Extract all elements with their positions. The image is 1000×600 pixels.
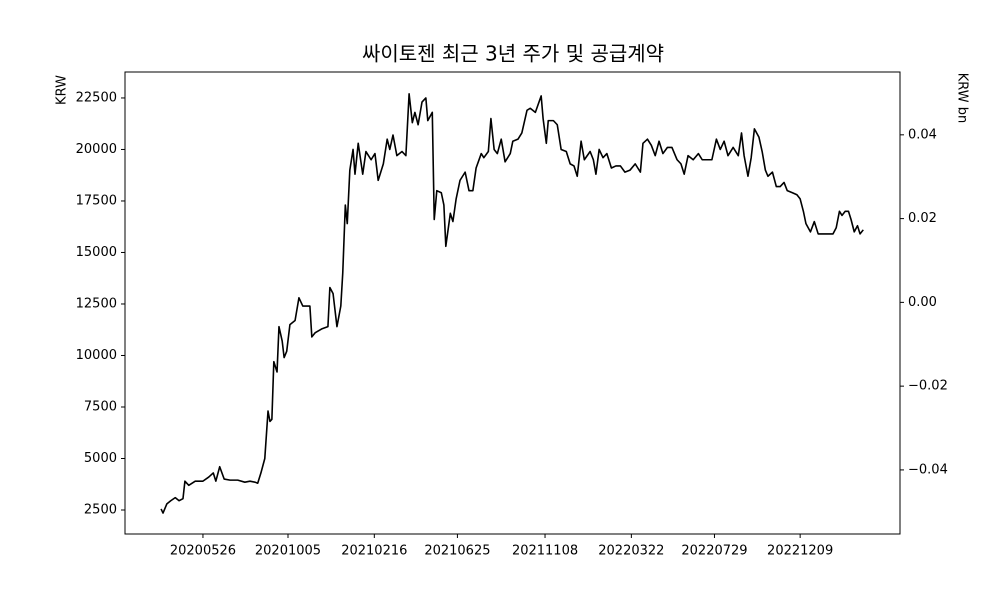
y-tick-label: 7500 (84, 399, 117, 414)
y2-tick-label: −0.02 (908, 379, 948, 394)
y-tick-label: 12500 (76, 296, 117, 311)
y2-tick-label: 0.04 (908, 127, 937, 142)
y2-tick-label: 0.02 (908, 211, 937, 226)
y-axis-label: KRW (55, 75, 70, 105)
plot-frame (124, 71, 901, 535)
x-tick-label: 20200526 (170, 544, 236, 559)
y-tick-label: 17500 (76, 193, 117, 208)
chart-title: 싸이토젠 최근 3년 주가 및 공급계약 (362, 42, 664, 66)
price-line (160, 93, 864, 514)
x-tick-label: 20220729 (681, 544, 747, 559)
y-tick-label: 15000 (76, 245, 117, 260)
x-tick-label: 20220322 (598, 544, 664, 559)
y-tick-label: 10000 (76, 348, 117, 363)
y-tick-label: 22500 (76, 90, 117, 105)
x-tick-label: 20201005 (255, 544, 321, 559)
y2-tick-label: 0.00 (908, 295, 937, 310)
y-tick-label: 20000 (76, 142, 117, 157)
x-tick-label: 20211108 (512, 544, 578, 559)
x-tick-label: 20210216 (341, 544, 407, 559)
y2-axis-label: KRW bn (955, 73, 970, 124)
x-tick-label: 20221209 (767, 544, 833, 559)
x-tick-label: 20210625 (424, 544, 490, 559)
y2-tick-label: −0.04 (908, 462, 948, 477)
y-tick-label: 2500 (84, 502, 117, 517)
y-tick-label: 5000 (84, 451, 117, 466)
